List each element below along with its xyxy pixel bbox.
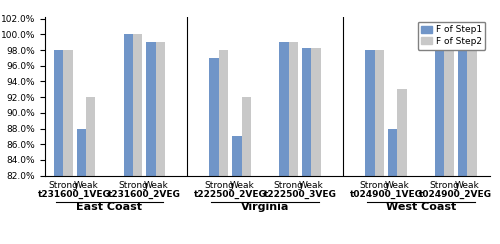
Bar [374, 50, 384, 244]
Bar [156, 42, 165, 244]
Bar [124, 34, 133, 244]
Bar [467, 42, 476, 244]
Text: t024900_1VEG: t024900_1VEG [350, 190, 422, 199]
Bar [63, 50, 72, 244]
Text: Virginia: Virginia [241, 202, 290, 212]
Bar [365, 50, 374, 244]
Text: t222500_2VEG: t222500_2VEG [194, 190, 266, 199]
Bar [302, 49, 312, 244]
Bar [76, 129, 86, 244]
Bar [458, 42, 467, 244]
Bar [388, 129, 398, 244]
Bar [133, 34, 142, 244]
Text: East Coast: East Coast [76, 202, 142, 212]
Bar [54, 50, 63, 244]
Text: West Coast: West Coast [386, 202, 456, 212]
Text: t024900_2VEG: t024900_2VEG [420, 190, 492, 199]
Bar [232, 136, 241, 244]
Bar [398, 89, 407, 244]
Bar [146, 42, 156, 244]
Bar [279, 42, 288, 244]
Bar [86, 97, 96, 244]
Legend: F of Step1, F of Step2: F of Step1, F of Step2 [418, 21, 486, 50]
Bar [288, 42, 298, 244]
Text: t231600_1VEG: t231600_1VEG [38, 190, 111, 199]
Bar [312, 49, 321, 244]
Bar [435, 34, 444, 244]
Text: t231600_2VEG: t231600_2VEG [108, 190, 181, 199]
Bar [219, 50, 228, 244]
Bar [444, 34, 454, 244]
Bar [210, 58, 219, 244]
Text: t222500_3VEG: t222500_3VEG [264, 190, 336, 199]
Bar [242, 97, 251, 244]
